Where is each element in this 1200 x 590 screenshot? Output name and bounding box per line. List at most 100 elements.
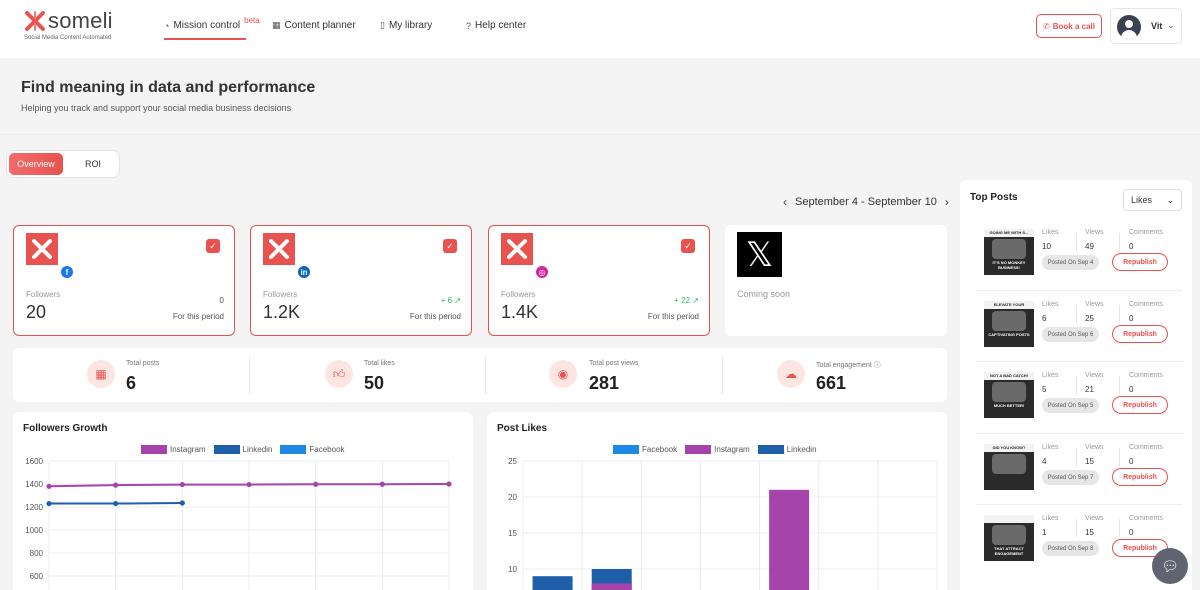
x-logo-icon: 𝕏 [737,232,782,277]
comments-value: 0 [1129,457,1134,466]
stat-label: Total posts [126,360,160,367]
followers-delta: + 6 ↗ [440,296,461,305]
likes-value: 10 [1042,242,1051,251]
comments-value: 0 [1129,314,1134,323]
followers-label: Followers [26,290,61,299]
account-checkbox[interactable]: ✓ [443,239,457,253]
account-card-instagram[interactable]: ◎ ✓ Followers 1.4K + 22 ↗ For this perio… [488,225,710,336]
legend-instagram[interactable]: Instagram [141,445,206,454]
followers-label: Followers [263,290,298,299]
logo-tagline: Social Media Content Automated [24,35,112,41]
nav-content-planner[interactable]: ▦ Content planner [272,20,356,31]
y-tick-label: 1000 [25,526,43,535]
thumbnail-caption: MUCH BETTER! [993,403,1025,408]
nav-help-center[interactable]: ? Help center [466,20,526,31]
logo-text: someli [48,8,113,33]
top-post-item: ELEVATE YOUR CAPTIVATING POSTS Likes 6 Views… [976,295,1182,359]
views-label: Views [1085,444,1104,451]
sort-select[interactable]: Likes ⌄ [1123,189,1182,211]
thumbnail-image [992,311,1026,331]
republish-button[interactable]: Republish [1112,468,1168,486]
data-point-instagram [113,482,119,488]
y-tick-label: 1200 [25,503,43,512]
facebook-icon: f [60,265,74,279]
nav-my-library[interactable]: ▯ My library [380,20,432,31]
posted-date-badge: Posted On Sep 4 [1042,255,1099,270]
chevron-right-icon[interactable]: › [944,195,949,209]
post-divider [976,433,1182,434]
views-value: 25 [1085,314,1094,323]
post-thumbnail[interactable]: ELEVATE YOUR CAPTIVATING POSTS [984,301,1034,347]
library-icon: ▯ [380,20,385,30]
account-checkbox[interactable]: ✓ [681,239,695,253]
someli-logo[interactable]: someli Social Media Content Automated [24,8,134,44]
stat-value: 661 [816,373,847,393]
thumbnail-image [992,525,1026,545]
nav-active-underline [164,38,246,40]
chevron-down-icon: ⌄ [1166,194,1174,205]
user-menu[interactable]: Vit ⌄ [1110,8,1182,44]
views-value: 15 [1085,528,1094,537]
posted-date-badge: Posted On Sep 6 [1042,327,1099,342]
posted-date-badge: Posted On Sep 8 [1042,541,1099,556]
account-card-facebook[interactable]: f ✓ Followers 20 0 For this period [13,225,235,336]
account-card-linkedin[interactable]: in ✓ Followers 1.2K + 6 ↗ For this perio… [250,225,472,336]
chat-icon: ☁ [777,360,805,388]
comments-label: Comments [1129,229,1163,236]
gauge-icon: ◔ [164,20,170,31]
views-value: 15 [1085,457,1094,466]
chevron-left-icon[interactable]: ‹ [783,195,787,209]
y-tick-label: 15 [508,529,517,538]
beta-badge: beta [244,16,260,25]
followers-count: 20 [26,302,47,322]
data-point-instagram [446,481,452,487]
post-likes-chart: 25 20 15 10 [508,457,938,590]
views-label: Views [1085,372,1104,379]
thumbnail-heading: ELEVATE YOUR [984,301,1034,309]
likes-label: Likes [1042,444,1059,451]
info-icon[interactable]: ⓘ [873,362,881,369]
chat-support-button[interactable]: 💬︎ [1152,548,1188,584]
likes-label: Likes [1042,372,1059,379]
likes-value: 1 [1042,528,1047,537]
stat-label: Total engagement ⓘ [816,362,881,369]
calendar-icon: ▦ [87,360,115,388]
legend-linkedin[interactable]: Linkedin [213,445,272,454]
logo-mark-icon [25,11,45,31]
someli-account-logo-icon [501,233,533,265]
nav-mission-control-label: Mission control [173,20,241,31]
legend-linkedin[interactable]: Linkedin [757,445,817,454]
legend-facebook[interactable]: Facebook [613,445,677,454]
post-thumbnail[interactable]: NOT A BAD CATCH! MUCH BETTER! [984,372,1034,418]
views-value: 49 [1085,242,1094,251]
phone-icon: ✆ [1043,21,1050,31]
legend-instagram[interactable]: Instagram [685,445,750,454]
thumbnail-image [992,382,1026,402]
nav-my-library-label: My library [388,20,433,31]
republish-button[interactable]: Republish [1112,253,1168,271]
likes-value: 5 [1042,385,1047,394]
thumbs-up-icon: 👍︎ [325,360,353,388]
data-point-instagram [313,481,319,487]
thumbnail-image [992,239,1026,259]
data-point-linkedin [179,500,185,506]
account-checkbox[interactable]: ✓ [206,239,220,253]
post-thumbnail[interactable]: THAT ATTRACT ENGAGEMENT [984,515,1034,561]
post-likes-card: Post Likes Facebook Instagram Linkedin 2… [487,412,947,590]
tab-roi[interactable]: ROI [84,159,101,169]
stat-value: 281 [589,373,620,393]
post-thumbnail[interactable]: DID YOU KNOW? [984,444,1034,490]
book-call-button[interactable]: ✆ Book a call [1036,14,1102,38]
page-title: Find meaning in data and performance [21,79,316,96]
trend-up-icon: ↗ [692,296,699,305]
nav-mission-control[interactable]: ◔ Mission control beta [164,16,260,31]
post-thumbnail[interactable]: GOING ME WITH S... IT'S NO MONKEY BUSINES… [984,229,1034,275]
republish-button[interactable]: Republish [1112,396,1168,414]
views-label: Views [1085,515,1104,522]
republish-button[interactable]: Republish [1112,325,1168,343]
legend-facebook[interactable]: Facebook [280,445,345,454]
top-post-item: NOT A BAD CATCH! MUCH BETTER! Likes 5 Views 2… [976,366,1182,430]
instagram-icon: ◎ [535,265,549,279]
data-point-linkedin [46,500,52,507]
tab-overview[interactable]: Overview [9,153,63,175]
